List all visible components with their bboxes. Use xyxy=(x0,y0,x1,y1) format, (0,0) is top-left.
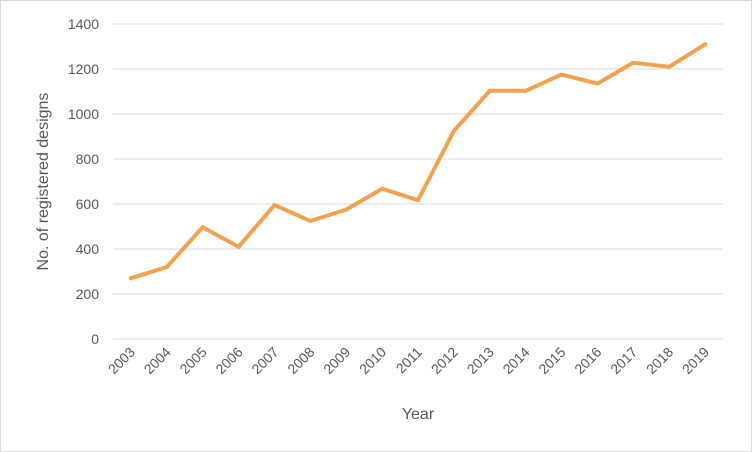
y-tick-label: 1400 xyxy=(68,16,99,32)
data-point xyxy=(164,265,169,269)
y-tick-label: 1000 xyxy=(68,106,99,122)
x-axis-title: Year xyxy=(402,406,435,423)
gridlines xyxy=(113,23,723,340)
y-tick-label: 0 xyxy=(91,331,99,347)
x-tick-label: 2006 xyxy=(212,344,245,377)
data-point xyxy=(595,81,600,86)
y-tick-label: 1200 xyxy=(68,61,99,77)
data-point xyxy=(487,88,492,93)
data-point xyxy=(200,225,205,230)
data-point xyxy=(451,128,456,133)
x-tick-label: 2003 xyxy=(105,344,138,377)
data-point xyxy=(631,60,636,65)
x-tick-label: 2015 xyxy=(535,344,568,377)
data-point xyxy=(380,186,385,191)
x-tick-label: 2017 xyxy=(607,344,640,377)
x-tick-label: 2014 xyxy=(499,344,532,377)
data-point xyxy=(236,244,241,249)
x-tick-label: 2005 xyxy=(176,344,209,377)
x-tick-label: 2004 xyxy=(141,344,174,377)
x-tick-label: 2009 xyxy=(320,344,353,377)
data-point xyxy=(703,42,708,47)
x-tick-label: 2012 xyxy=(428,344,461,377)
y-tick-label: 400 xyxy=(76,241,100,257)
y-axis-title: No. of registered designs xyxy=(35,93,52,271)
x-tick-label: 2016 xyxy=(571,344,604,377)
x-tick-label: 2008 xyxy=(284,344,317,377)
y-tick-label: 600 xyxy=(76,196,100,212)
data-points xyxy=(128,42,708,281)
data-point xyxy=(272,203,277,208)
x-tick-label: 2019 xyxy=(679,344,712,377)
x-tick-label: 2007 xyxy=(248,344,281,377)
x-tick-label: 2010 xyxy=(356,344,389,377)
data-point xyxy=(559,72,564,77)
data-point xyxy=(523,88,528,93)
y-tick-label: 800 xyxy=(76,151,100,167)
data-point xyxy=(344,207,349,212)
series-line xyxy=(128,42,708,281)
data-point xyxy=(308,218,313,223)
x-tick-label: 2018 xyxy=(643,344,676,377)
data-point xyxy=(416,198,420,203)
x-tick-labels: 2003 2004 2005 2006 2007 2008 2009 2010 2011 2012… xyxy=(105,344,713,377)
y-tick-labels: 0 200 400 600 800 1000 1200 1400 xyxy=(68,16,99,347)
data-point xyxy=(667,64,672,69)
x-tick-label: 2011 xyxy=(393,344,426,377)
y-tick-label: 200 xyxy=(76,286,100,302)
x-tick-label: 2013 xyxy=(464,344,497,377)
data-point xyxy=(128,276,133,281)
